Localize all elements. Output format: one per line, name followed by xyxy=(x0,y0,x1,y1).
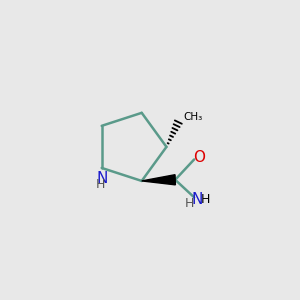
Text: H: H xyxy=(96,178,105,191)
Polygon shape xyxy=(142,175,176,185)
Text: O: O xyxy=(193,150,205,165)
Text: N: N xyxy=(192,192,203,207)
Text: N: N xyxy=(97,171,108,186)
Text: H: H xyxy=(185,197,194,210)
Text: H: H xyxy=(201,193,210,206)
Text: CH₃: CH₃ xyxy=(184,112,203,122)
